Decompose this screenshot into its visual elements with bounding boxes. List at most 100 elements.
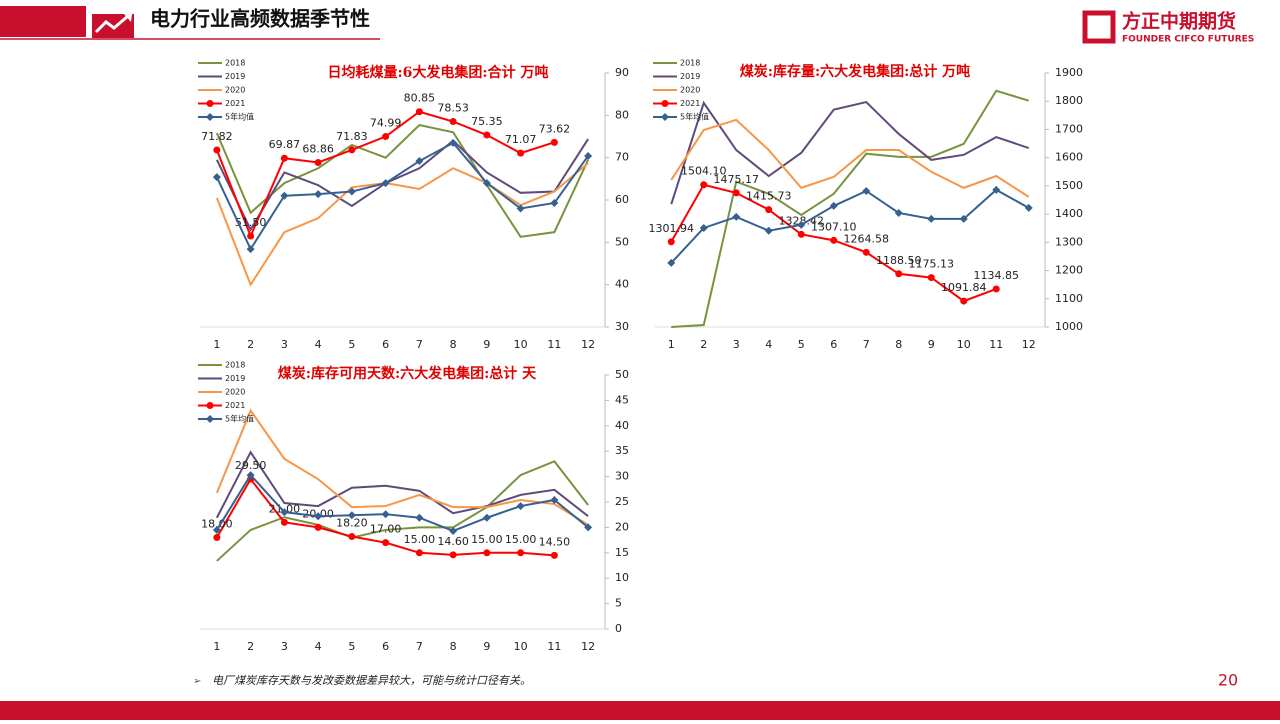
point — [348, 533, 356, 541]
x-tick-label: 2 — [247, 338, 254, 351]
y-tick-label: 60 — [615, 193, 629, 206]
y-tick-label: 80 — [615, 108, 629, 121]
legend-label: 2021 — [680, 99, 700, 108]
data-label: 69.87 — [269, 138, 301, 151]
point — [862, 186, 871, 195]
x-tick-label: 11 — [547, 640, 561, 653]
point — [314, 512, 323, 521]
series-line — [671, 89, 1030, 328]
point — [246, 471, 255, 480]
point — [212, 525, 221, 534]
x-tick-label: 8 — [450, 338, 457, 351]
series-line — [215, 408, 589, 526]
point — [247, 232, 255, 240]
point — [347, 511, 356, 520]
point — [894, 208, 903, 217]
x-tick-label: 11 — [547, 338, 561, 351]
x-tick-label: 9 — [483, 338, 490, 351]
point — [449, 138, 458, 147]
y-tick-label: 1600 — [1055, 151, 1083, 164]
data-label: 68.86 — [302, 142, 334, 155]
legend-label: 2020 — [680, 86, 700, 95]
data-label: 1307.10 — [811, 220, 857, 233]
data-label: 71.82 — [201, 130, 233, 143]
y-tick-label: 1400 — [1055, 207, 1083, 220]
x-tick-label: 1 — [668, 338, 675, 351]
y-tick-label: 15 — [615, 546, 629, 559]
point — [732, 189, 740, 197]
x-tick-label: 12 — [1022, 338, 1036, 351]
data-label: 1188.50 — [876, 254, 922, 267]
x-tick-label: 2 — [247, 640, 254, 653]
footnote: 电厂煤炭库存天数与发改委数据差异较大，可能与统计口径有关。 — [212, 674, 531, 687]
point — [895, 270, 903, 278]
legend-marker — [206, 100, 214, 107]
series-line — [215, 162, 589, 287]
point — [246, 245, 255, 254]
legend-marker — [661, 113, 669, 121]
x-tick-label: 4 — [315, 338, 322, 351]
legend-marker — [206, 113, 214, 121]
point — [314, 190, 323, 199]
legend-label: 2019 — [225, 72, 245, 81]
point — [449, 526, 458, 535]
series-line — [670, 100, 1030, 205]
point — [381, 179, 390, 188]
point — [381, 510, 390, 519]
page-number: 20 — [1218, 671, 1238, 690]
header-bar — [0, 6, 86, 37]
point — [517, 549, 525, 557]
header-icon — [92, 14, 134, 38]
point — [516, 502, 525, 511]
y-tick-label: 1900 — [1055, 66, 1083, 79]
x-tick-label: 11 — [989, 338, 1003, 351]
data-label: 1264.58 — [844, 232, 890, 245]
legend-label: 5年均值 — [225, 112, 254, 122]
data-label: 1415.73 — [746, 190, 792, 203]
point — [517, 149, 525, 157]
x-tick-label: 1 — [213, 338, 220, 351]
point — [415, 157, 424, 166]
point — [550, 495, 559, 504]
point — [584, 523, 593, 532]
x-tick-label: 7 — [863, 338, 870, 351]
point — [213, 146, 221, 154]
point — [314, 523, 322, 531]
data-label: 71.83 — [336, 130, 368, 143]
point — [415, 549, 423, 557]
point — [449, 118, 457, 126]
point — [700, 181, 708, 189]
point — [449, 551, 457, 559]
point — [830, 236, 838, 244]
series-line — [216, 473, 589, 533]
x-tick-label: 6 — [382, 640, 389, 653]
point — [483, 131, 491, 139]
point — [280, 191, 289, 200]
series-line — [215, 110, 555, 239]
data-label: 51.50 — [235, 216, 267, 229]
legend-label: 2018 — [680, 59, 700, 68]
point — [550, 138, 558, 146]
x-tick-label: 6 — [382, 338, 389, 351]
y-tick-label: 0 — [615, 622, 622, 635]
series-line — [216, 460, 589, 562]
y-tick-label: 90 — [615, 66, 629, 79]
y-tick-label: 40 — [615, 278, 629, 291]
point — [550, 551, 558, 559]
y-tick-label: 70 — [615, 151, 629, 164]
x-tick-label: 3 — [281, 338, 288, 351]
legend-label: 2018 — [225, 361, 245, 370]
y-tick-label: 35 — [615, 444, 629, 457]
y-tick-label: 25 — [615, 495, 629, 508]
x-tick-label: 9 — [483, 640, 490, 653]
point — [960, 297, 968, 305]
point — [382, 133, 390, 141]
data-label: 15.00 — [471, 533, 503, 546]
point — [382, 539, 390, 547]
series-line — [215, 123, 590, 238]
y-tick-label: 1700 — [1055, 122, 1083, 135]
data-label: 1134.85 — [974, 269, 1020, 282]
x-tick-label: 8 — [450, 640, 457, 653]
legend-label: 2019 — [680, 72, 700, 81]
